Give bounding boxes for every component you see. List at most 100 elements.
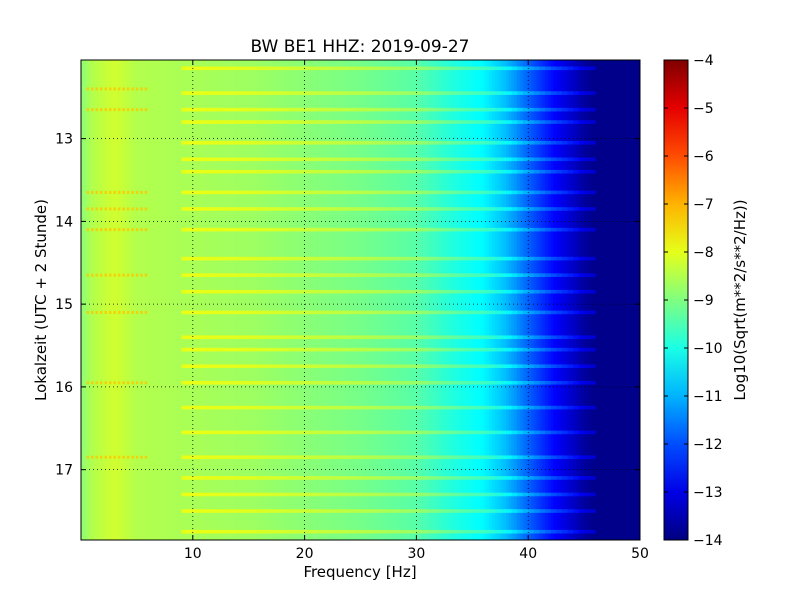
bright-band-segment [405, 430, 412, 435]
bright-band-segment [187, 66, 194, 71]
bright-band-segment [237, 335, 244, 340]
bright-band-segment [349, 190, 356, 195]
bright-band-segment [382, 405, 389, 410]
bright-band-segment [399, 256, 406, 261]
bright-band-segment [276, 310, 283, 315]
bright-band-segment [567, 169, 574, 174]
frequency-column [564, 60, 568, 540]
bright-band-segment [394, 455, 401, 460]
low-frequency-speckle [126, 190, 130, 194]
bright-band-segment [254, 256, 261, 261]
bright-band-segment [254, 310, 261, 315]
bright-band-segment [215, 405, 222, 410]
bright-band-segment [243, 256, 250, 261]
low-frequency-speckle [131, 228, 134, 232]
bright-band-segment [438, 107, 445, 112]
frequency-column [108, 60, 113, 540]
bright-band-segment [276, 207, 283, 211]
bright-band-segment [299, 207, 305, 211]
bright-band-segment [354, 190, 361, 195]
bright-band-segment [528, 140, 535, 145]
bright-band-segment [271, 140, 278, 145]
bright-band-segment [349, 256, 356, 261]
bright-band-segment [315, 140, 322, 145]
bright-band-segment [410, 380, 417, 385]
bright-band-segment [517, 509, 524, 513]
bright-band-segment [416, 380, 423, 385]
bright-band-segment [388, 492, 395, 497]
bright-band-segment [405, 310, 412, 315]
bright-band-segment [472, 207, 479, 211]
bright-band-segment [511, 256, 518, 261]
bright-band-segment [254, 157, 261, 162]
bright-band-segment [321, 256, 328, 261]
bright-band-segment [561, 455, 568, 460]
bright-band-segment [276, 455, 283, 460]
bright-band-segment [500, 335, 507, 340]
frequency-column [570, 60, 574, 540]
low-frequency-speckle [140, 455, 143, 459]
bright-band-segment [494, 157, 501, 162]
bright-band-segment [500, 66, 507, 71]
bright-band-segment [310, 256, 317, 261]
bright-band-segment [561, 529, 568, 534]
bright-band-segment [377, 207, 384, 211]
bright-band-segment [544, 289, 551, 294]
bright-band-segment [388, 107, 395, 112]
bright-band-segment [494, 405, 501, 410]
bright-band-segment [461, 227, 468, 232]
bright-band-segment [366, 310, 373, 315]
bright-band-segment [282, 169, 289, 174]
bright-band-segment [466, 455, 473, 460]
bright-band-segment [215, 509, 222, 513]
bright-band-segment [589, 335, 596, 340]
frequency-column [572, 60, 577, 540]
bright-band-segment [293, 405, 300, 410]
bright-band-segment [466, 207, 473, 211]
bright-band-segment [522, 207, 529, 211]
bright-band-segment [360, 476, 367, 480]
frequency-column [530, 60, 535, 540]
bright-band-segment [477, 107, 484, 112]
bright-band-segment [394, 227, 401, 232]
bright-band-segment [271, 476, 278, 480]
bright-band-segment [394, 157, 401, 162]
bright-band-segment [584, 430, 591, 435]
bright-band-segment [215, 66, 222, 71]
bright-band-segment [410, 289, 417, 294]
bright-band-segment [584, 190, 591, 195]
bright-band-segment [226, 207, 233, 211]
bright-band-segment [399, 140, 406, 145]
low-frequency-speckle [122, 381, 125, 385]
bright-band-segment [382, 157, 389, 162]
bright-band-segment [438, 256, 445, 261]
frequency-column [229, 60, 233, 540]
bright-band-segment [505, 509, 512, 513]
bright-band-segment [494, 273, 501, 277]
bright-band-segment [226, 289, 233, 294]
bright-band-segment [237, 492, 244, 497]
frequency-column [609, 60, 613, 540]
frequency-column [271, 60, 275, 540]
bright-band-segment [528, 509, 535, 513]
bright-band-segment [287, 335, 294, 340]
bright-band-segment [421, 289, 428, 294]
bright-band-segment [187, 347, 194, 352]
bright-band-segment [366, 91, 373, 95]
heatmap-area [81, 60, 640, 540]
low-frequency-speckle [131, 455, 134, 459]
low-frequency-speckle [95, 87, 99, 91]
bright-band-segment [489, 364, 496, 369]
bright-band-segment [349, 207, 356, 211]
bright-band-segment [477, 91, 484, 95]
bright-band-segment [371, 405, 378, 410]
bright-band-segment [550, 509, 557, 513]
bright-band-segment [220, 157, 227, 162]
frequency-column [435, 60, 440, 540]
bright-band-segment [433, 455, 440, 460]
bright-band-segment [388, 227, 395, 232]
bright-band-segment [427, 364, 434, 369]
bright-band-segment [410, 364, 417, 369]
bright-band-segment [544, 273, 551, 277]
bright-band-segment [382, 169, 389, 174]
